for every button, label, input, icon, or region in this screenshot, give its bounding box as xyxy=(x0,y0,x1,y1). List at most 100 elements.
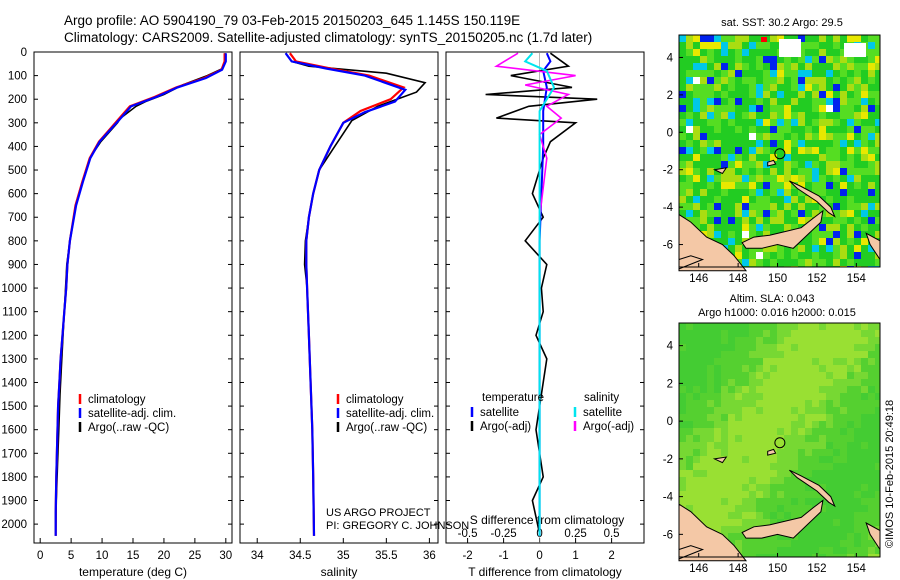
map-cell xyxy=(728,245,735,252)
sla-map-subtitle: Argo h1000: 0.016 h2000: 0.015 xyxy=(698,307,856,319)
map-cell xyxy=(777,498,784,505)
map-cell xyxy=(805,259,812,266)
map-cell xyxy=(728,140,735,147)
map-cell xyxy=(756,519,763,526)
map-cell xyxy=(728,35,735,42)
map-cell xyxy=(686,498,693,505)
map-cell xyxy=(693,168,700,175)
map-cell xyxy=(763,112,770,119)
map-cell xyxy=(812,498,819,505)
map-cell xyxy=(728,498,735,505)
map-cell xyxy=(798,491,805,498)
map-cell xyxy=(770,196,777,203)
map-cell xyxy=(749,449,756,456)
map-cell xyxy=(700,463,707,470)
map-cell xyxy=(707,421,714,428)
map-cell xyxy=(819,49,826,56)
map-cell xyxy=(686,133,693,140)
map-cell xyxy=(868,224,875,231)
map-cell xyxy=(742,435,749,442)
map-cell xyxy=(721,379,728,386)
map-cell xyxy=(777,112,784,119)
map-cell xyxy=(784,217,791,224)
map-cell xyxy=(812,182,819,189)
figure-title-line1: Argo profile: AO 5904190_79 03-Feb-2015 … xyxy=(64,13,520,28)
map-cell xyxy=(777,91,784,98)
map-cell xyxy=(735,428,742,435)
map-cell xyxy=(742,540,749,547)
map-cell xyxy=(791,400,798,407)
map-cell xyxy=(833,70,840,77)
map-cell xyxy=(770,505,777,512)
map-cell xyxy=(707,42,714,49)
map-cell xyxy=(714,42,721,49)
map-cell xyxy=(798,119,805,126)
map-cell xyxy=(679,484,686,491)
map-cell xyxy=(833,252,840,259)
map-cell xyxy=(679,442,686,449)
map-cell xyxy=(805,379,812,386)
map-cell xyxy=(791,477,798,484)
map-cell xyxy=(707,217,714,224)
map-cell xyxy=(742,358,749,365)
salinity-panel: 34 34.5 35 35.5 36salinityclimatologysatelli… xyxy=(239,51,439,579)
map-cell xyxy=(742,161,749,168)
map-cell xyxy=(854,189,861,196)
map-cell xyxy=(700,442,707,449)
map-cell xyxy=(693,119,700,126)
map-cell xyxy=(721,414,728,421)
map-cell xyxy=(735,400,742,407)
map-cell xyxy=(721,407,728,414)
map-cell xyxy=(728,126,735,133)
map-cell xyxy=(861,84,868,91)
map-cell xyxy=(812,56,819,63)
map-cell xyxy=(854,98,861,105)
map-cell xyxy=(847,498,854,505)
map-cell xyxy=(847,91,854,98)
map-cell xyxy=(875,547,880,554)
map-cell xyxy=(875,351,880,358)
map-cell xyxy=(679,154,686,161)
map-cell xyxy=(777,540,784,547)
map-cell xyxy=(756,161,763,168)
y-tick-label: -2 xyxy=(663,454,673,466)
map-cell xyxy=(742,463,749,470)
map-cell xyxy=(728,323,735,330)
map-cell xyxy=(777,245,784,252)
map-cell xyxy=(784,505,791,512)
map-cell xyxy=(707,140,714,147)
map-cell xyxy=(735,119,742,126)
map-cell xyxy=(693,196,700,203)
map-cell xyxy=(805,126,812,133)
map-cell xyxy=(826,56,833,63)
map-cell xyxy=(728,435,735,442)
map-cell xyxy=(763,484,770,491)
map-cell xyxy=(805,414,812,421)
map-cell xyxy=(805,400,812,407)
map-cell xyxy=(798,77,805,84)
map-cell xyxy=(861,484,868,491)
map-cell xyxy=(847,119,854,126)
map-cell xyxy=(847,217,854,224)
map-cell xyxy=(826,91,833,98)
map-cell xyxy=(756,189,763,196)
map-cell xyxy=(686,421,693,428)
map-cell xyxy=(770,358,777,365)
map-cell xyxy=(854,470,861,477)
map-cell xyxy=(826,70,833,77)
map-cell xyxy=(868,400,875,407)
map-cell xyxy=(854,519,861,526)
map-cell xyxy=(868,477,875,484)
map-cell xyxy=(728,175,735,182)
map-cell xyxy=(819,435,826,442)
map-cell xyxy=(749,393,756,400)
map-cell xyxy=(861,182,868,189)
map-cell xyxy=(707,512,714,519)
map-cell xyxy=(875,393,880,400)
x-tick-label: 15 xyxy=(127,550,140,562)
map-cell xyxy=(714,77,721,84)
map-cell xyxy=(742,147,749,154)
map-cell xyxy=(826,330,833,337)
map-cell xyxy=(840,540,847,547)
map-cell xyxy=(791,168,798,175)
